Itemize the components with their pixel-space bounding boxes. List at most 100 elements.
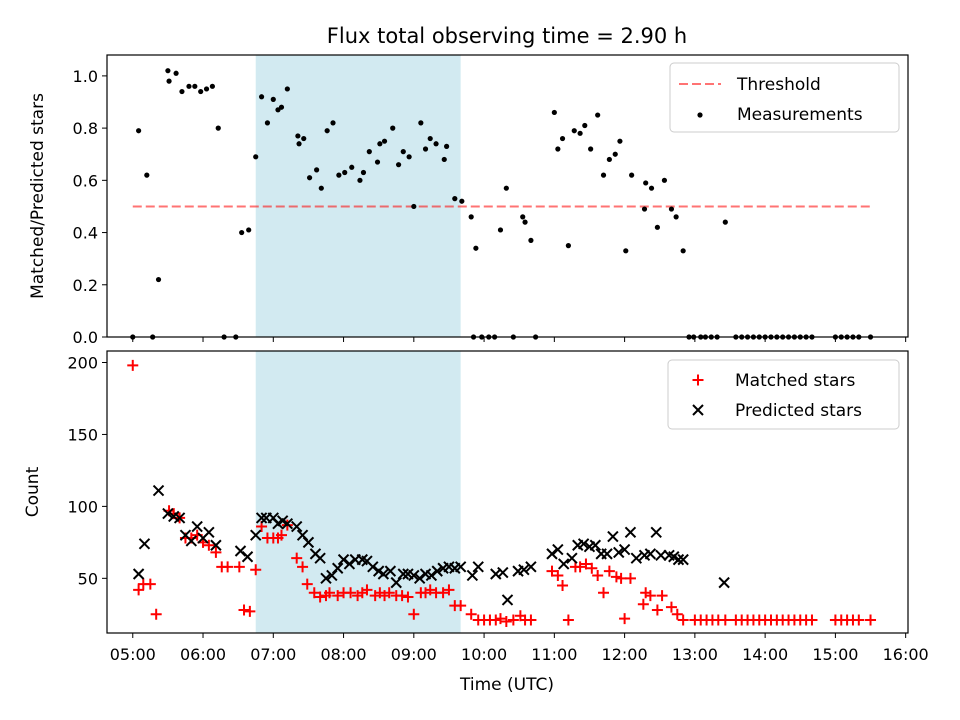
count-y-axis-label: Count	[23, 466, 43, 517]
measurement-point	[427, 135, 433, 142]
matched-star-point	[324, 587, 335, 599]
matched-star-point	[507, 614, 519, 626]
matched-star-point	[619, 613, 631, 625]
measurement-point	[166, 78, 172, 84]
measurement-point	[668, 206, 675, 212]
matched-star-point	[624, 572, 636, 584]
measurement-point	[198, 88, 204, 95]
x-tick-label: 10:00	[461, 645, 507, 664]
matched-star-point	[455, 600, 467, 612]
matched-star-point	[644, 590, 656, 602]
matched-star-point	[244, 605, 256, 617]
measurement-point	[295, 133, 301, 139]
measurement-point	[559, 135, 566, 142]
matched-star-point	[552, 569, 564, 581]
matched-star-point	[222, 561, 234, 573]
count-panel: 50 100 150 200 05:00 06:00 07:00 08:00 09:00 10:…	[23, 350, 929, 695]
measurement-point	[680, 248, 686, 254]
measurement-point	[246, 227, 252, 233]
predicted-star-point	[546, 548, 558, 560]
matched-star-point	[443, 584, 455, 596]
matched-star-point	[465, 608, 477, 620]
predicted-star-point	[413, 572, 426, 585]
measurement-point	[377, 141, 383, 147]
predicted-star-point	[173, 512, 186, 524]
x-tick-label: 11:00	[531, 645, 577, 664]
matched-star-point	[677, 614, 689, 626]
legend-predicted-label: Predicted stars	[735, 401, 862, 421]
matched-star-point	[133, 584, 145, 596]
matched-star-point	[603, 565, 615, 577]
measurement-point	[215, 125, 221, 131]
measurement-point	[155, 276, 162, 283]
matched-star-point	[574, 561, 586, 573]
measurement-point	[588, 146, 594, 152]
legend-predicted-x-icon	[692, 404, 704, 416]
measurement-point	[582, 122, 588, 129]
measurement-point	[239, 229, 245, 236]
measurement-point	[366, 149, 372, 155]
predicted-star-point	[377, 568, 390, 580]
matched-star-point	[150, 608, 162, 620]
measurement-point	[179, 88, 185, 95]
ratio-axes-frame	[106, 54, 909, 338]
predicted-star-point	[162, 507, 174, 520]
matched-star-point	[557, 580, 569, 592]
predicted-star-point	[466, 569, 479, 582]
measurement-point	[324, 128, 330, 134]
predicted-star-point	[185, 535, 198, 547]
predicted-star-point	[650, 526, 662, 538]
ratio-y-ticks: 0.0 0.2 0.4 0.6 0.8 1.0	[73, 67, 107, 347]
matched-star-point	[637, 598, 649, 610]
y-tick-label: 1.0	[73, 67, 98, 86]
measurement-point	[381, 138, 388, 144]
measurement-point	[522, 219, 528, 225]
matched-star-point	[233, 561, 245, 573]
measurement-point	[390, 125, 396, 131]
measurement-point	[406, 154, 412, 160]
x-tick-label: 12:00	[602, 645, 648, 664]
predicted-star-point	[558, 558, 570, 570]
count-legend: Matched stars Predicted stars	[667, 359, 900, 430]
matched-star-point	[291, 552, 303, 564]
measurement-point	[253, 154, 259, 160]
measurement-point	[673, 214, 679, 220]
measurement-point	[136, 128, 142, 134]
measurement-point	[623, 248, 629, 254]
matched-star-point	[383, 587, 395, 599]
predicted-star-point	[566, 552, 578, 564]
measurement-point	[441, 156, 447, 163]
measurement-point	[648, 185, 655, 191]
predicted-star-point	[454, 561, 467, 573]
predicted-star-point	[589, 539, 602, 551]
x-tick-label: 16:00	[883, 645, 929, 664]
matched-star-point	[297, 561, 309, 573]
measurement-point	[497, 227, 504, 233]
measurement-point	[330, 120, 336, 126]
matched-star-point	[562, 614, 574, 626]
predicted-star-point	[397, 568, 409, 580]
observing-window-band	[255, 351, 461, 633]
measurement-point	[617, 138, 623, 144]
predicted-star-point	[431, 565, 443, 577]
matched-star-point	[615, 572, 627, 584]
legend-x-glyph	[692, 404, 704, 416]
matched-star-point	[656, 590, 668, 602]
predicted-star-point	[677, 553, 689, 566]
measurement-point	[473, 245, 479, 251]
legend-matched-label: Matched stars	[735, 371, 855, 391]
matched-star-point	[610, 571, 622, 583]
measurement-point	[336, 172, 342, 178]
legend-plus-glyph	[692, 374, 704, 386]
predicted-star-point	[630, 552, 643, 564]
y-tick-label: 50	[78, 569, 98, 588]
matched-star-point	[424, 584, 436, 596]
measurement-point	[444, 143, 450, 149]
measurement-point	[400, 149, 406, 155]
count-y-ticks: 50 100 150 200	[67, 354, 107, 588]
matched-star-point	[525, 614, 537, 626]
predicted-star-point	[655, 549, 667, 562]
measurement-point	[422, 146, 429, 152]
predicted-star-point	[331, 562, 344, 574]
